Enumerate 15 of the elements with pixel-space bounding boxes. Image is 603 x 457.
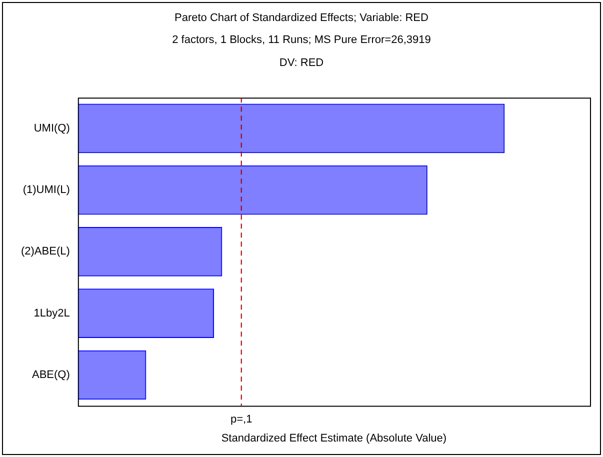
y-tick-label: ABE(Q)	[32, 369, 70, 382]
y-tick-label: UMI(Q)	[34, 122, 70, 134]
y-tick-label: (2)ABE(L)	[20, 246, 70, 258]
y-tick-label: 1Lby2L	[34, 307, 70, 320]
bar	[78, 350, 146, 400]
text: DV: RED	[278, 57, 325, 69]
chart-title: Pareto Chart of Standardized Effects; Variable: RED	[174, 12, 430, 24]
y-tick-label: (1)UMI(L)	[22, 184, 70, 196]
bar	[78, 227, 222, 276]
chart-subtitle: 2 factors, 1 Blocks, 11 Runs; MS Pure Error=26,3919	[171, 34, 432, 46]
x-axis-title: Standardized Effect Estimate (Absolute Value)	[221, 432, 447, 444]
bar	[78, 104, 505, 154]
ref-line-label: p=,1	[230, 413, 252, 426]
bar	[78, 165, 428, 215]
bar	[78, 288, 214, 338]
